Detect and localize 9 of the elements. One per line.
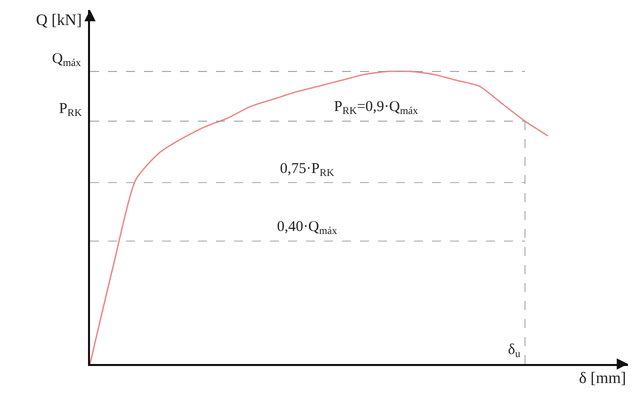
ref-line-label: 0,40·Q$_{máx}$: [277, 219, 338, 238]
ref-line-label: Q$_{máx}$: [52, 51, 82, 70]
y-axis-title: Q [kN]: [36, 12, 82, 29]
ref-line-label: 0,75·P$_{RK}$: [280, 161, 335, 180]
annotation: δ$_{u}$: [508, 342, 522, 360]
text: P$_{RK}$: [59, 101, 82, 120]
x-axis-title: δ [mm]: [579, 370, 626, 387]
text: =0,9·Q$_{máx}$: [356, 99, 418, 118]
ref-line-label: P$_{RK}$: [334, 99, 358, 118]
